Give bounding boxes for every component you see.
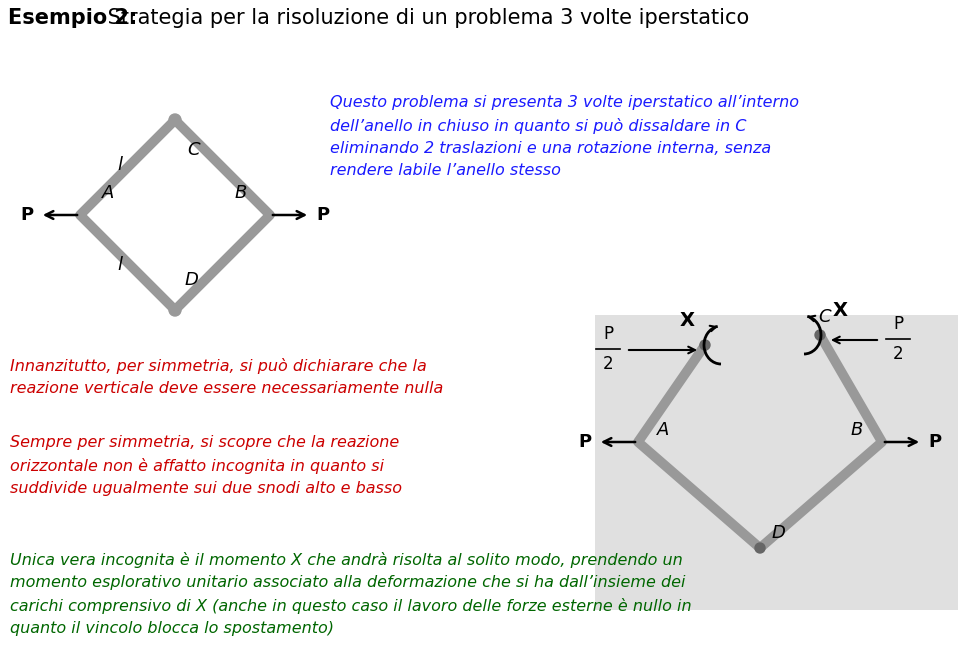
Text: l: l [118, 256, 123, 274]
Text: P: P [579, 433, 592, 451]
Circle shape [169, 304, 181, 316]
Circle shape [815, 330, 825, 340]
Circle shape [700, 340, 710, 350]
Text: Esempio 2:: Esempio 2: [8, 8, 137, 28]
Bar [595, 315, 958, 610]
Circle shape [755, 543, 765, 553]
Text: C: C [187, 141, 199, 159]
Text: 2: 2 [602, 355, 614, 373]
Text: A: A [102, 184, 114, 202]
Text: 2: 2 [893, 345, 903, 363]
Text: D: D [185, 271, 199, 289]
Text: B: B [851, 421, 863, 439]
Circle shape [169, 114, 181, 126]
Text: A: A [657, 421, 669, 439]
Text: P: P [928, 433, 941, 451]
Text: Innanzitutto, per simmetria, si può dichiarare che la
reazione verticale deve es: Innanzitutto, per simmetria, si può dich… [10, 358, 443, 396]
Text: X: X [832, 300, 848, 320]
Text: D: D [771, 524, 784, 542]
Text: P: P [316, 206, 329, 224]
Text: l: l [118, 156, 123, 174]
Text: Unica vera incognita è il momento X che andrà risolta al solito modo, prendendo : Unica vera incognita è il momento X che … [10, 552, 691, 636]
Text: B: B [235, 184, 247, 202]
Text: X: X [680, 311, 694, 330]
Text: C: C [819, 308, 831, 326]
Text: Questo problema si presenta 3 volte iperstatico all’interno
dell’anello in chius: Questo problema si presenta 3 volte iper… [330, 95, 799, 178]
Text: P: P [893, 315, 903, 333]
Text: P: P [21, 206, 34, 224]
Text: Sempre per simmetria, si scopre che la reazione
orizzontale non è affatto incogn: Sempre per simmetria, si scopre che la r… [10, 435, 402, 496]
Text: P: P [603, 325, 613, 343]
Text: Strategia per la risoluzione di un problema 3 volte iperstatico: Strategia per la risoluzione di un probl… [101, 8, 749, 28]
